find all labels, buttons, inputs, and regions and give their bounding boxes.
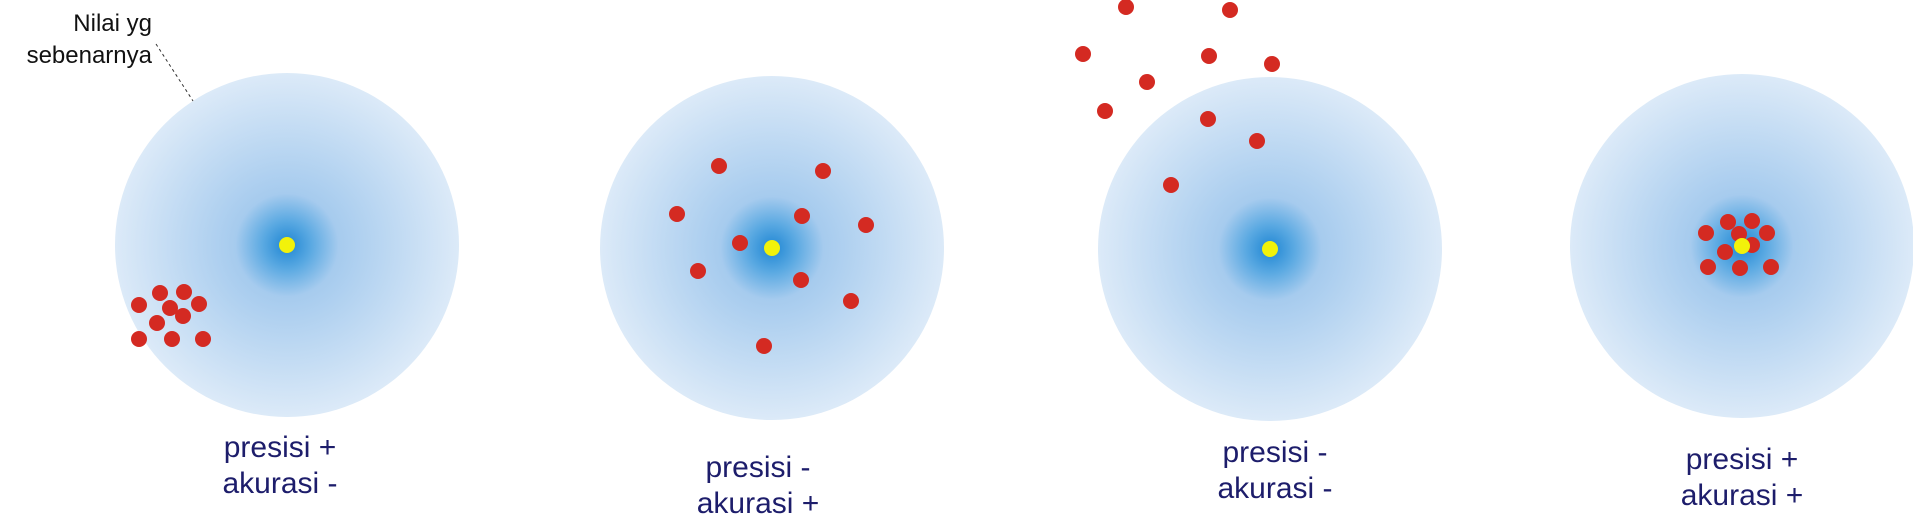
hit-point — [1200, 111, 1216, 127]
true-value-annotation: Nilai yg sebenarnya — [0, 8, 152, 72]
hit-point — [1097, 103, 1113, 119]
hit-point — [793, 272, 809, 288]
caption-target-2: presisi - akurasi + — [648, 450, 868, 522]
hit-point — [131, 331, 147, 347]
hit-point — [191, 296, 207, 312]
precision-label: presisi - — [705, 451, 811, 484]
accuracy-label: akurasi - — [1217, 472, 1333, 505]
hit-point — [176, 284, 192, 300]
hit-point — [756, 338, 772, 354]
true-value-point — [279, 237, 295, 253]
hit-point — [1118, 0, 1134, 15]
hit-point — [1700, 259, 1716, 275]
hit-point — [690, 263, 706, 279]
hit-point — [815, 163, 831, 179]
hit-point — [1222, 2, 1238, 18]
hit-point — [858, 217, 874, 233]
true-value-point — [1734, 238, 1750, 254]
hit-point — [162, 300, 178, 316]
hit-point — [794, 208, 810, 224]
precision-label: presisi - — [1222, 436, 1328, 469]
accuracy-label: akurasi - — [222, 467, 338, 500]
true-value-point — [764, 240, 780, 256]
hit-point — [843, 293, 859, 309]
hit-point — [732, 235, 748, 251]
precision-label: presisi + — [223, 431, 337, 464]
hit-point — [1139, 74, 1155, 90]
accuracy-label: akurasi + — [1680, 479, 1804, 512]
hit-point — [1717, 244, 1733, 260]
hit-point — [1264, 56, 1280, 72]
hit-point — [195, 331, 211, 347]
accuracy-label: akurasi + — [696, 487, 820, 520]
hit-point — [175, 308, 191, 324]
annotation-line-1: Nilai yg — [73, 10, 152, 37]
annotation-line-2: sebenarnya — [26, 42, 152, 69]
caption-target-3: presisi - akurasi - — [1165, 435, 1385, 507]
hit-point — [1732, 260, 1748, 276]
hit-point — [1731, 226, 1747, 242]
hit-point — [164, 331, 180, 347]
hit-point — [669, 206, 685, 222]
hit-point — [1763, 259, 1779, 275]
hit-point — [1163, 177, 1179, 193]
hit-point — [1698, 225, 1714, 241]
true-value-point — [1262, 241, 1278, 257]
caption-target-4: presisi + akurasi + — [1632, 442, 1852, 514]
hit-point — [1720, 214, 1736, 230]
hit-point — [1759, 225, 1775, 241]
hit-point — [152, 285, 168, 301]
caption-target-1: presisi + akurasi - — [170, 430, 390, 502]
hit-point — [1249, 133, 1265, 149]
hit-point — [1201, 48, 1217, 64]
hit-point — [149, 315, 165, 331]
precision-label: presisi + — [1685, 443, 1799, 476]
hit-point — [711, 158, 727, 174]
hit-point — [1075, 46, 1091, 62]
hit-point — [131, 297, 147, 313]
hit-point — [1744, 213, 1760, 229]
